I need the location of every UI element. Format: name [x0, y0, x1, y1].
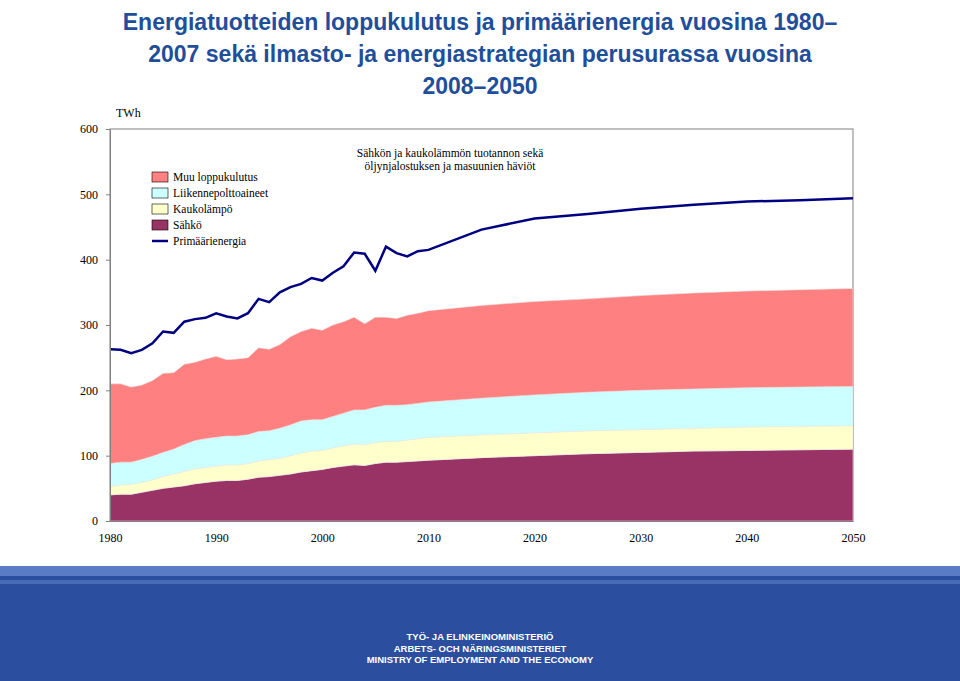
title: Energiatuotteiden loppukulutus ja primää… — [123, 9, 838, 35]
legend-item: Primäärienergia — [152, 235, 246, 248]
x-tick-label: 1990 — [205, 531, 229, 545]
x-tick-label: 2010 — [417, 531, 441, 545]
x-tick: 1990 — [205, 521, 229, 545]
y-tick-label: 500 — [80, 188, 98, 202]
footer-text: TYÖ- JA ELINKEINOMINISTERIÖ — [407, 631, 554, 642]
footer-text: MINISTRY OF EMPLOYMENT AND THE ECONOMY — [367, 654, 594, 665]
x-tick-label: 2050 — [842, 531, 866, 545]
x-tick-label: 2030 — [629, 531, 653, 545]
footer-stripe — [0, 566, 960, 576]
y-tick: 100 — [80, 449, 110, 463]
y-tick: 500 — [80, 188, 110, 202]
x-tick: 1980 — [99, 521, 123, 545]
x-tick: 2000 — [311, 521, 335, 545]
y-tick-mark — [106, 129, 110, 130]
y-tick-mark — [106, 521, 110, 522]
y-tick-label: 300 — [80, 318, 98, 332]
legend-swatch — [152, 172, 168, 182]
legend-swatch — [152, 240, 168, 243]
annotation: Sähkön ja kaukolämmön tuotannon sekä — [357, 147, 544, 160]
x-tick: 2010 — [417, 521, 441, 545]
y-tick: 400 — [80, 253, 110, 267]
legend-swatch — [152, 204, 168, 214]
x-tick-label: 2000 — [311, 531, 335, 545]
y-tick-label: 0 — [92, 514, 98, 528]
x-tick: 2020 — [523, 521, 547, 545]
y-tick-mark — [106, 390, 110, 391]
x-axis: 1980 1990 2000 2010 2020 2030 2040 2050 — [99, 521, 866, 545]
legend-label: Muu loppukulutus — [173, 171, 258, 184]
x-tick: 2050 — [842, 521, 866, 545]
y-tick-mark — [106, 325, 110, 326]
y-tick-label: 400 — [80, 253, 98, 267]
footer-text: ARBETS- OCH NÄRINGSMINISTERIET — [394, 643, 567, 654]
footer: TYÖ- JA ELINKEINOMINISTERIÖARBETS- OCH N… — [0, 566, 960, 681]
y-tick: 0 — [92, 514, 110, 528]
y-tick-mark — [106, 456, 110, 457]
legend-label: Primäärienergia — [173, 235, 246, 248]
y-axis: 0 100 200 300 400 500 600 — [80, 122, 111, 528]
legend-item: Muu loppukulutus — [152, 171, 258, 184]
x-tick-label: 2020 — [523, 531, 547, 545]
x-tick-label: 2040 — [735, 531, 759, 545]
x-axis-line — [111, 521, 854, 522]
chart-container: TYÖ- JA ELINKEINOMINISTERIÖARBETS- OCH N… — [0, 0, 960, 681]
footer-stripe — [0, 580, 960, 584]
plot-area — [110, 198, 853, 521]
legend-item: Kaukolämpö — [152, 203, 233, 216]
y-tick-label: 200 — [80, 384, 98, 398]
legend: Muu loppukulutus Liikennepolttoaineet Kauk… — [152, 171, 269, 248]
y-axis-label: TWh — [116, 106, 141, 120]
x-tick: 2030 — [629, 521, 653, 545]
y-tick: 200 — [80, 384, 110, 398]
y-axis-line — [110, 130, 111, 522]
y-tick: 300 — [80, 318, 110, 332]
footer-band — [0, 566, 960, 681]
chart-svg: TYÖ- JA ELINKEINOMINISTERIÖARBETS- OCH N… — [0, 0, 960, 681]
title: 2008–2050 — [422, 73, 537, 99]
y-tick-label: 600 — [80, 122, 98, 136]
y-tick-mark — [106, 260, 110, 261]
plot-frame — [110, 129, 853, 521]
y-tick-label: 100 — [80, 449, 98, 463]
line-4 — [110, 198, 853, 353]
legend-swatch — [152, 188, 168, 198]
legend-item: Liikennepolttoaineet — [152, 187, 269, 200]
annotation: öljynjalostuksen ja masuunien häviöt — [365, 160, 537, 173]
y-tick-mark — [106, 194, 110, 195]
x-tick: 2040 — [735, 521, 759, 545]
legend-label: Kaukolämpö — [173, 203, 233, 216]
title: 2007 sekä ilmasto- ja energiastrategian … — [148, 41, 812, 67]
legend-label: Sähkö — [173, 219, 202, 231]
legend-label: Liikennepolttoaineet — [173, 187, 269, 200]
legend-swatch — [152, 220, 168, 230]
y-tick: 600 — [80, 122, 110, 136]
legend-item: Sähkö — [152, 219, 202, 231]
x-tick-label: 1980 — [99, 531, 123, 545]
